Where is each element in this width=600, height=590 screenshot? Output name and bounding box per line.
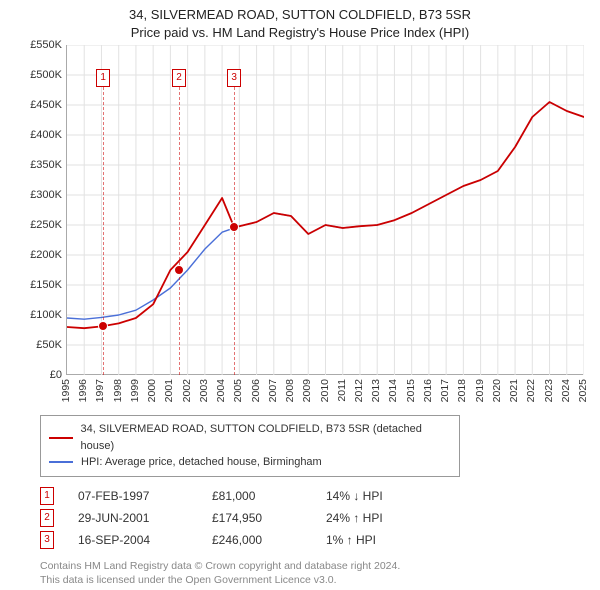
y-tick-label: £200K <box>30 249 62 261</box>
x-tick-label: 2002 <box>181 379 193 402</box>
event-table: 1 07-FEB-1997 £81,000 14% ↓ HPI 2 29-JUN-2001… <box>40 485 560 551</box>
x-tick-label: 2010 <box>319 379 331 402</box>
legend-swatch <box>49 461 73 463</box>
x-tick-label: 2015 <box>405 379 417 402</box>
flag-box: 3 <box>227 69 241 87</box>
y-tick-label: £350K <box>30 159 62 171</box>
event-price: £174,950 <box>212 511 302 525</box>
flag-box: 2 <box>172 69 186 87</box>
legend-label: HPI: Average price, detached house, Birm… <box>81 454 322 471</box>
flag-box: 1 <box>96 69 110 87</box>
x-tick-label: 2005 <box>232 379 244 402</box>
y-tick-label: £250K <box>30 219 62 231</box>
event-vs-hpi: 1% ↑ HPI <box>326 533 436 547</box>
event-flag: 3 <box>40 531 54 549</box>
price-marker <box>229 222 239 232</box>
event-date: 07-FEB-1997 <box>78 489 188 503</box>
event-vs-hpi: 14% ↓ HPI <box>326 489 436 503</box>
x-tick-label: 2003 <box>198 379 210 402</box>
y-tick-label: £550K <box>30 39 62 51</box>
legend-item: 34, SILVERMEAD ROAD, SUTTON COLDFIELD, B… <box>49 421 451 454</box>
x-tick-label: 2009 <box>301 379 313 402</box>
chart-titles: 34, SILVERMEAD ROAD, SUTTON COLDFIELD, B… <box>10 6 590 41</box>
x-tick-label: 2025 <box>577 379 589 402</box>
plot-area: 1 2 3 <box>66 45 583 375</box>
x-tick-label: 2024 <box>560 379 572 402</box>
x-tick-label: 2022 <box>525 379 537 402</box>
x-axis-labels: 1995199619971998199920002001200220032004… <box>66 377 583 405</box>
y-tick-label: £450K <box>30 99 62 111</box>
x-tick-label: 2007 <box>267 379 279 402</box>
event-flag: 2 <box>40 509 54 527</box>
series-svg <box>67 45 584 375</box>
legend-swatch <box>49 437 73 439</box>
price-marker <box>98 321 108 331</box>
event-row: 3 16-SEP-2004 £246,000 1% ↑ HPI <box>40 529 560 551</box>
x-tick-label: 2013 <box>370 379 382 402</box>
x-tick-label: 1995 <box>60 379 72 402</box>
event-row: 1 07-FEB-1997 £81,000 14% ↓ HPI <box>40 485 560 507</box>
event-vs-hpi: 24% ↑ HPI <box>326 511 436 525</box>
y-tick-label: £300K <box>30 189 62 201</box>
x-tick-label: 2019 <box>474 379 486 402</box>
event-price: £81,000 <box>212 489 302 503</box>
x-tick-label: 2012 <box>353 379 365 402</box>
x-tick-label: 2008 <box>284 379 296 402</box>
x-tick-label: 2001 <box>163 379 175 402</box>
legend-box: 34, SILVERMEAD ROAD, SUTTON COLDFIELD, B… <box>40 415 460 477</box>
chart-container: 34, SILVERMEAD ROAD, SUTTON COLDFIELD, B… <box>0 0 600 590</box>
y-axis-labels: £0£50K£100K£150K£200K£250K£300K£350K£400… <box>18 45 66 375</box>
title-address: 34, SILVERMEAD ROAD, SUTTON COLDFIELD, B… <box>10 6 590 24</box>
y-tick-label: £50K <box>36 339 62 351</box>
price-marker <box>174 265 184 275</box>
x-tick-label: 2000 <box>146 379 158 402</box>
x-tick-label: 2016 <box>422 379 434 402</box>
x-tick-label: 2018 <box>456 379 468 402</box>
x-tick-label: 2011 <box>336 379 348 402</box>
x-tick-label: 1998 <box>112 379 124 402</box>
y-tick-label: £100K <box>30 309 62 321</box>
attribution-line2: This data is licensed under the Open Gov… <box>40 573 560 587</box>
x-tick-label: 2021 <box>508 379 520 402</box>
y-tick-label: £500K <box>30 69 62 81</box>
x-tick-label: 2020 <box>491 379 503 402</box>
event-row: 2 29-JUN-2001 £174,950 24% ↑ HPI <box>40 507 560 529</box>
y-tick-label: £150K <box>30 279 62 291</box>
flag-guideline <box>103 87 104 375</box>
event-flag: 1 <box>40 487 54 505</box>
flag-guideline <box>179 87 180 375</box>
legend-item: HPI: Average price, detached house, Birm… <box>49 454 451 471</box>
event-date: 16-SEP-2004 <box>78 533 188 547</box>
attribution-line1: Contains HM Land Registry data © Crown c… <box>40 559 560 573</box>
y-tick-label: £400K <box>30 129 62 141</box>
title-subtitle: Price paid vs. HM Land Registry's House … <box>10 24 590 42</box>
chart-area: £0£50K£100K£150K£200K£250K£300K£350K£400… <box>18 45 583 405</box>
x-tick-label: 1999 <box>129 379 141 402</box>
attribution: Contains HM Land Registry data © Crown c… <box>40 559 560 587</box>
event-date: 29-JUN-2001 <box>78 511 188 525</box>
x-tick-label: 2004 <box>215 379 227 402</box>
legend-label: 34, SILVERMEAD ROAD, SUTTON COLDFIELD, B… <box>81 421 451 454</box>
x-tick-label: 2017 <box>439 379 451 402</box>
event-price: £246,000 <box>212 533 302 547</box>
x-tick-label: 2023 <box>543 379 555 402</box>
x-tick-label: 1996 <box>77 379 89 402</box>
x-tick-label: 2006 <box>250 379 262 402</box>
x-tick-label: 1997 <box>94 379 106 402</box>
x-tick-label: 2014 <box>387 379 399 402</box>
